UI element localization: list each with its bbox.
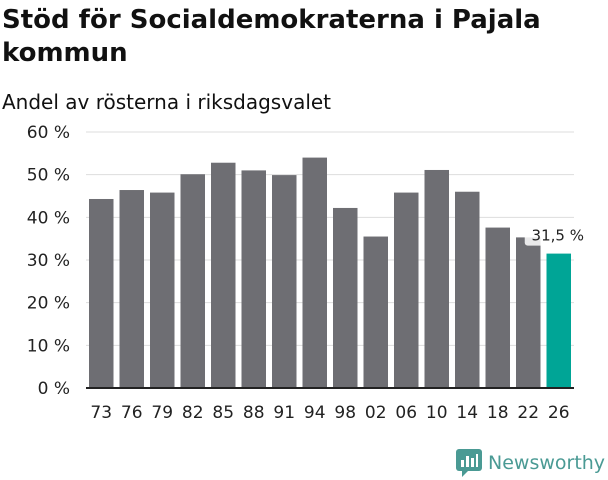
x-tick-label: 22 [517,403,539,423]
x-tick-label: 18 [487,403,509,423]
bar-91 [272,175,297,388]
bar-98 [333,207,358,388]
y-tick-label: 20 % [27,294,70,314]
highlight-value-label: 31,5 % [532,227,584,245]
bar-94 [302,157,327,388]
bar-76 [119,190,144,388]
bar-22 [516,237,541,388]
y-tick-label: 50 % [27,166,70,186]
bar-82 [180,174,205,388]
chart-title: Stöd för Socialdemokraterna i Pajala kom… [2,5,541,68]
x-tick-label: 26 [548,403,570,423]
chart-subtitle: Andel av rösterna i riksdagsvalet [2,90,332,114]
x-tick-label: 85 [212,403,234,423]
x-tick-label: 94 [304,403,326,423]
chart-bubble-icon [456,449,482,477]
bars [89,157,571,388]
bar-14 [455,191,480,388]
bar-18 [485,227,510,388]
y-tick-label: 30 % [27,251,70,271]
data-label-background [524,225,589,246]
x-tick-label: 91 [273,403,295,423]
y-tick-label: 60 % [27,123,70,143]
x-tick-label: 88 [243,403,265,423]
bar-10 [424,169,449,388]
bar-26 [546,253,571,388]
x-tick-label: 06 [395,403,417,423]
x-tick-label: 79 [151,403,173,423]
x-tick-label: 82 [182,403,204,423]
y-axis-ticks: 0 % 10 % 20 % 30 % 40 % 50 % 60 % [27,123,70,399]
x-tick-label: 10 [426,403,448,423]
bar-88 [241,170,266,388]
bar-85 [211,162,236,388]
newsworthy-logo: Newsworthy [456,449,605,477]
bar-02 [363,236,388,388]
y-tick-label: 40 % [27,208,70,228]
bar-06 [394,192,419,388]
bar-chart: 0 % 10 % 20 % 30 % 40 % 50 % 60 % 73 76 79 82 85 88… [26,123,589,423]
x-tick-label: 98 [334,403,356,423]
x-tick-label: 02 [365,403,387,423]
x-tick-label: 14 [456,403,478,423]
x-tick-label: 73 [90,403,112,423]
y-tick-label: 0 % [38,379,70,399]
y-tick-label: 10 % [27,336,70,356]
x-tick-label: 76 [121,403,143,423]
data-labels: 31,5 % [524,225,589,246]
brand-name: Newsworthy [488,452,606,474]
bar-79 [150,192,175,388]
bar-73 [89,198,114,388]
x-axis-ticks: 73 76 79 82 85 88 91 94 98 02 06 10 14 18 22 26 [90,403,569,423]
